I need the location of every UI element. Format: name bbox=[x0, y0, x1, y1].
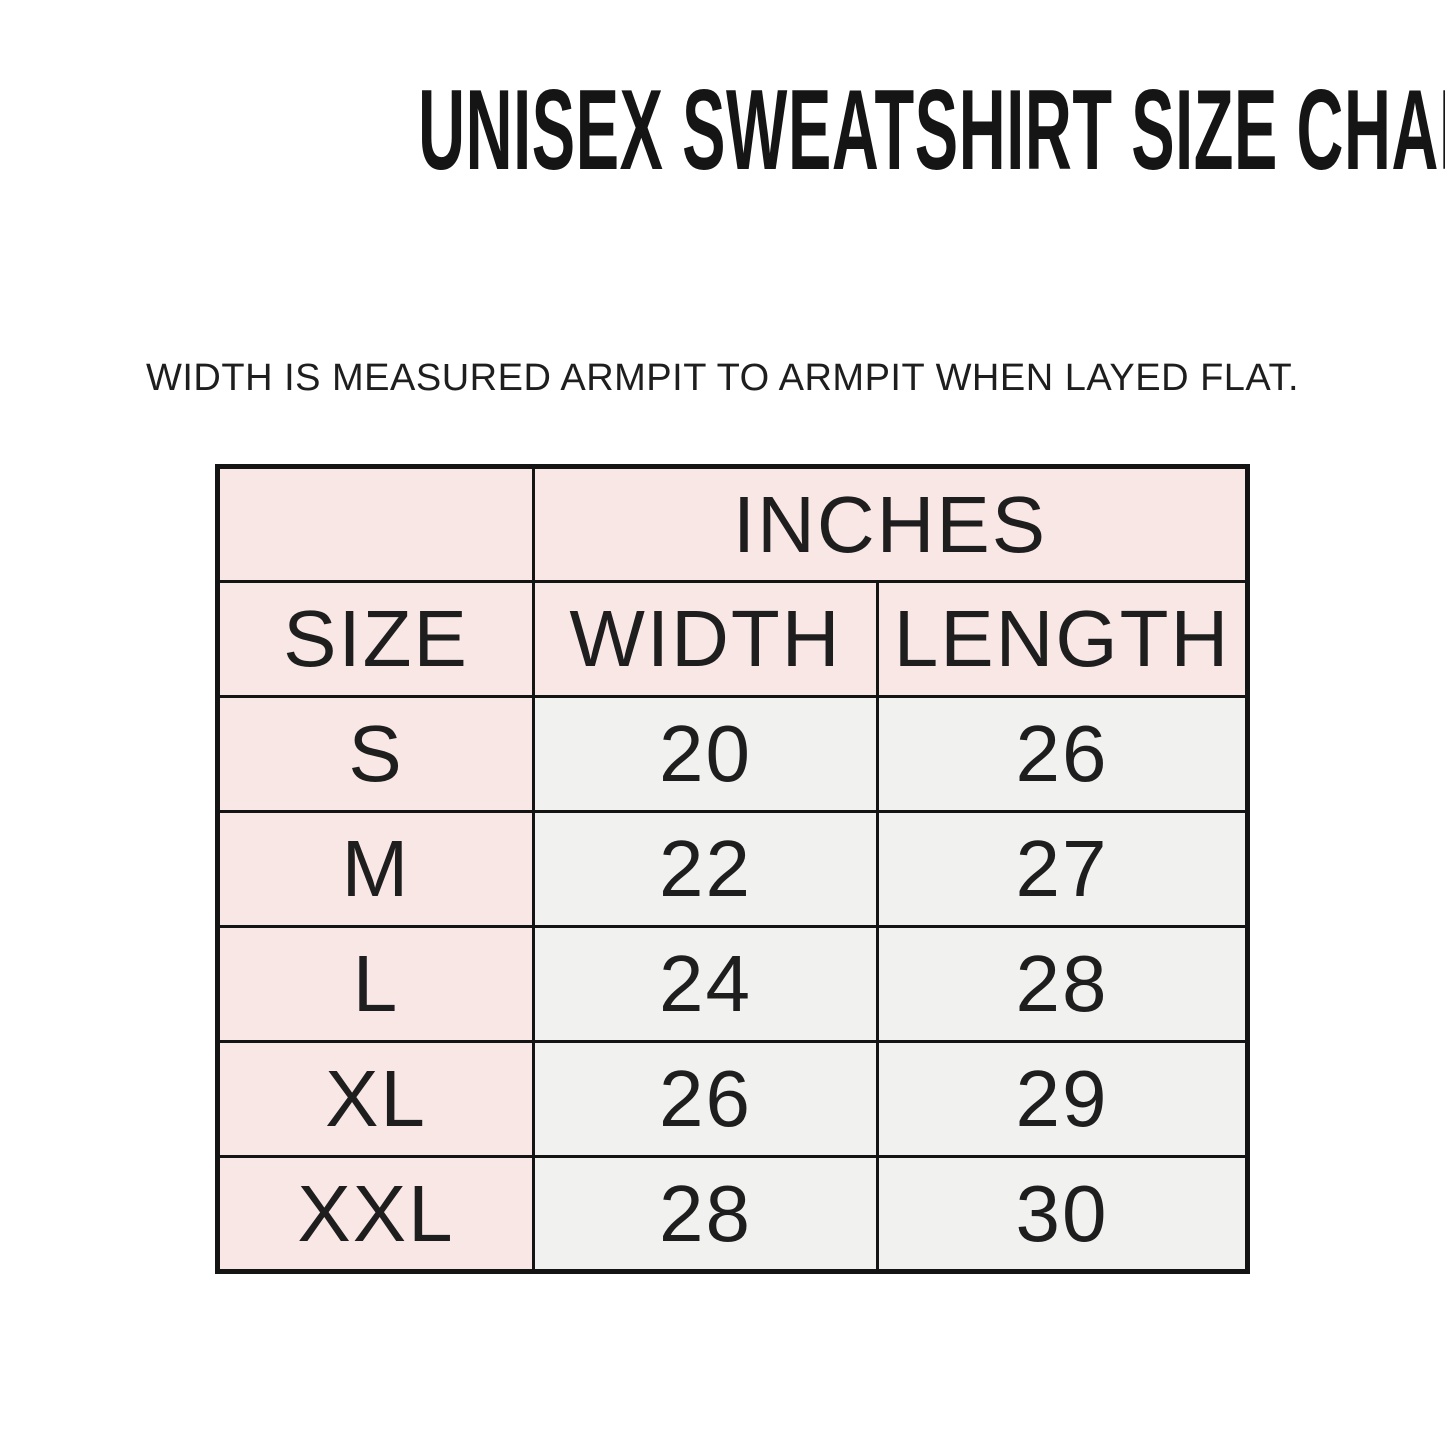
width-cell: 24 bbox=[532, 925, 879, 1043]
size-cell: XL bbox=[216, 1040, 535, 1158]
unit-header-row: INCHES bbox=[216, 465, 1250, 583]
table-row: S 20 26 bbox=[216, 695, 1250, 813]
size-cell: S bbox=[216, 695, 535, 813]
length-column-header: LENGTH bbox=[875, 580, 1250, 698]
page-title: UNISEX SWEATSHIRT SIZE CHART bbox=[0, 74, 1445, 188]
table-row: L 24 28 bbox=[216, 925, 1250, 1043]
width-cell: 20 bbox=[532, 695, 879, 813]
length-cell: 27 bbox=[875, 810, 1250, 928]
column-header-row: SIZE WIDTH LENGTH bbox=[216, 580, 1250, 698]
unit-header-cell: INCHES bbox=[531, 465, 1250, 583]
length-cell: 26 bbox=[875, 695, 1250, 813]
size-cell: L bbox=[216, 925, 535, 1043]
width-cell: 22 bbox=[532, 810, 879, 928]
length-cell: 30 bbox=[875, 1155, 1250, 1273]
width-cell: 28 bbox=[532, 1155, 879, 1273]
size-cell: XXL bbox=[216, 1155, 535, 1273]
width-column-header: WIDTH bbox=[532, 580, 879, 698]
measurement-note: WIDTH IS MEASURED ARMPIT TO ARMPIT WHEN … bbox=[145, 357, 1299, 399]
width-cell: 26 bbox=[532, 1040, 879, 1158]
size-table: INCHES SIZE WIDTH LENGTH S 20 26 M 22 27… bbox=[215, 464, 1251, 1274]
page-title-text: UNISEX SWEATSHIRT SIZE CHART bbox=[418, 67, 1445, 194]
length-cell: 28 bbox=[875, 925, 1250, 1043]
empty-corner-cell bbox=[216, 465, 535, 583]
table-row: XL 26 29 bbox=[216, 1040, 1250, 1158]
table-row: M 22 27 bbox=[216, 810, 1250, 928]
table-row: XXL 28 30 bbox=[216, 1155, 1250, 1273]
size-cell: M bbox=[216, 810, 535, 928]
size-column-header: SIZE bbox=[216, 580, 535, 698]
length-cell: 29 bbox=[875, 1040, 1250, 1158]
